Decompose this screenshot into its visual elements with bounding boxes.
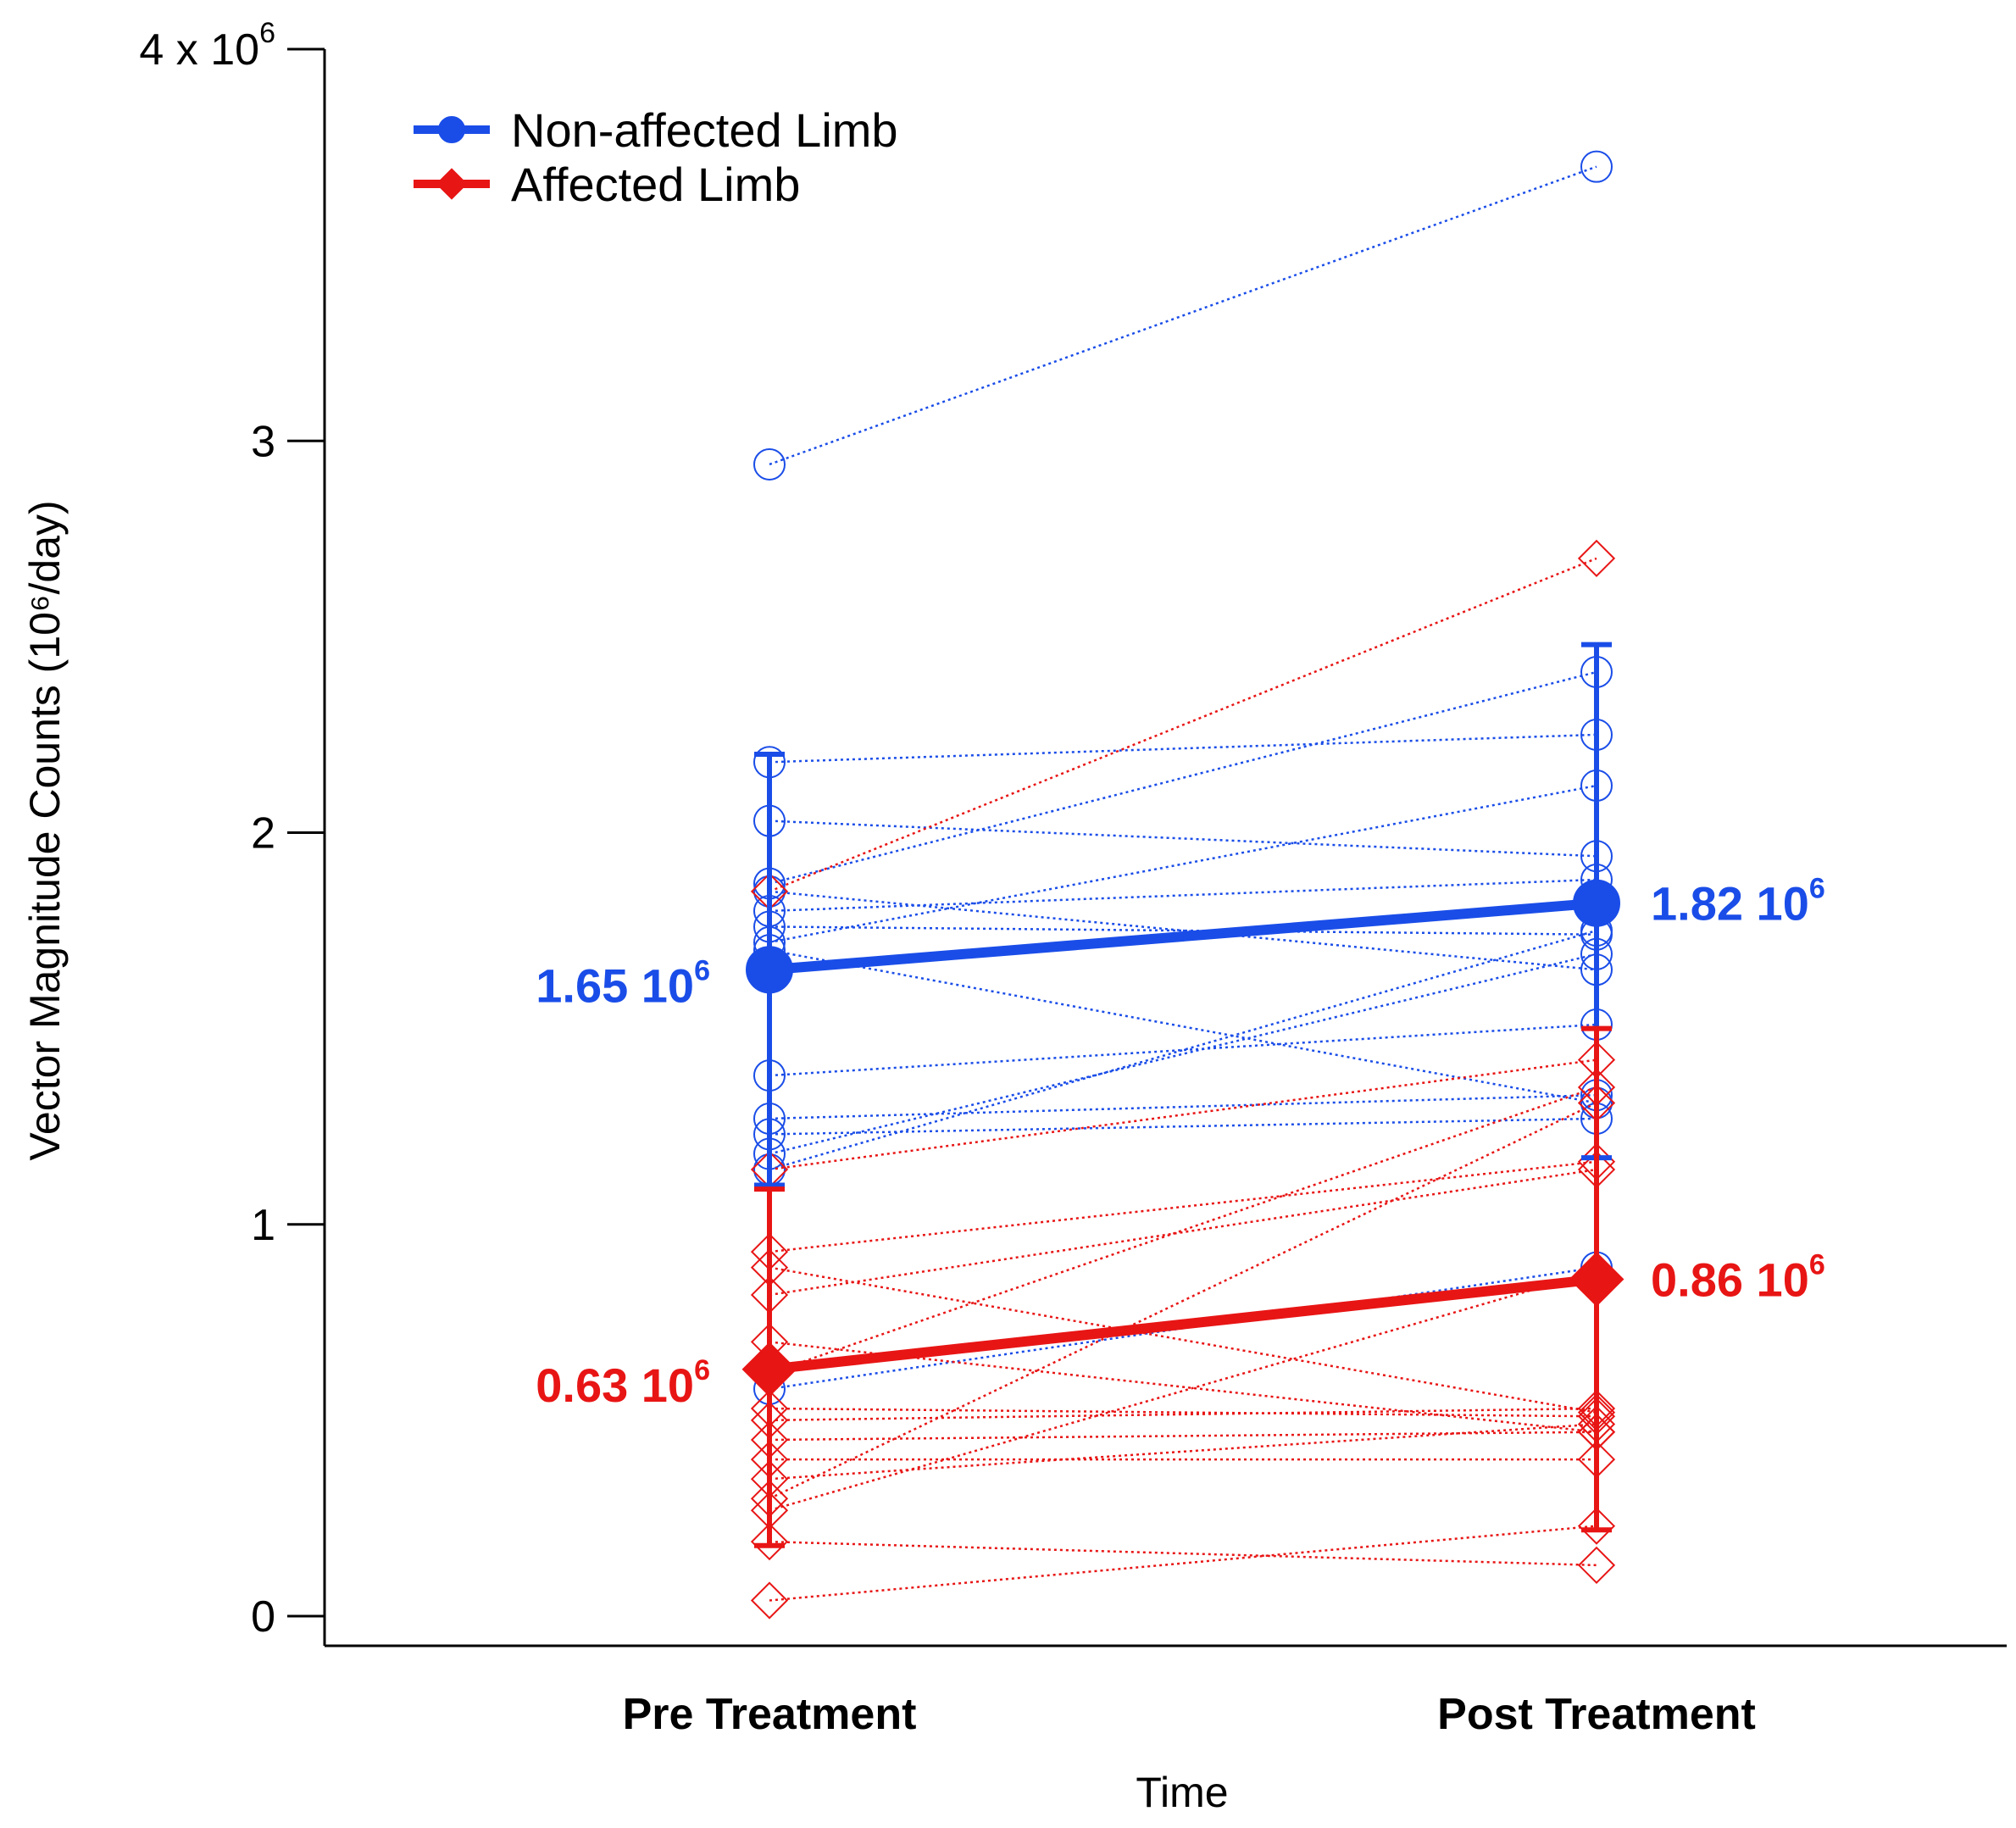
- legend-label: Affected Limb: [511, 158, 800, 211]
- individual-line: [769, 878, 1597, 913]
- individual-line: [769, 1270, 1597, 1512]
- individual-line: [769, 953, 1597, 1155]
- individual-line: [769, 165, 1597, 466]
- individual-line: [769, 929, 1597, 1171]
- mean-value-label: 0.86 106: [1651, 1248, 1825, 1306]
- legend-label: Non-affected Limb: [511, 103, 898, 157]
- individual-line: [769, 1407, 1597, 1418]
- y-ticks: 0 1 2 3 4 x 106: [139, 17, 325, 1642]
- mean-point: [1573, 879, 1620, 927]
- individual-line: [769, 948, 1597, 1104]
- y-tick-label: 4 x 106: [139, 17, 275, 75]
- individual-line: [769, 1168, 1597, 1297]
- individual-line: [769, 1407, 1597, 1422]
- individual-line: [769, 1431, 1597, 1442]
- individual-line: [769, 820, 1597, 858]
- individual-line: [769, 925, 1597, 936]
- individual-line: [769, 1086, 1597, 1375]
- individual-point: [750, 1581, 789, 1620]
- individual-line: [769, 1093, 1597, 1120]
- x-axis-title: Time: [1136, 1769, 1228, 1816]
- mean-labels: 1.65 106 1.82 106 0.63 106 0.86 106: [536, 873, 1825, 1412]
- individual-line: [769, 1423, 1597, 1481]
- individual-line: [769, 1023, 1597, 1077]
- x-tick-label: Pre Treatment: [623, 1690, 917, 1739]
- individual-line: [769, 1525, 1597, 1602]
- individual-point: [753, 447, 786, 481]
- legend-marker: [436, 168, 468, 200]
- individual-point: [1577, 1546, 1616, 1585]
- individual-line: [769, 670, 1597, 885]
- y-tick-label: 3: [251, 417, 275, 466]
- legend-marker: [438, 116, 465, 143]
- individual-point: [1577, 1507, 1616, 1545]
- individual-line: [769, 1058, 1597, 1171]
- individual-line: [769, 1540, 1597, 1567]
- x-tick-label: Post Treatment: [1437, 1690, 1756, 1739]
- individual-line: [769, 784, 1597, 944]
- individual-line: [769, 890, 1597, 971]
- individual-line: [769, 557, 1597, 892]
- mean-point: [1569, 1252, 1624, 1307]
- individual-lines-layer: [750, 150, 1616, 1620]
- individual-line: [769, 1102, 1597, 1500]
- mean-lines-layer: [741, 879, 1624, 1397]
- mean-line: [769, 897, 1597, 975]
- individual-point: [750, 1523, 789, 1561]
- y-tick-label: 1: [251, 1201, 275, 1250]
- axes: [323, 49, 2007, 1647]
- individual-line: [769, 1160, 1597, 1253]
- y-axis-title: Vector Magnitude Counts (10⁶/day): [21, 500, 69, 1160]
- individual-line: [769, 733, 1597, 764]
- individual-point: [1580, 150, 1613, 183]
- mean-point: [746, 946, 793, 994]
- mean-point: [741, 1342, 797, 1397]
- x-tick-labels: Pre Treatment Post Treatment: [623, 1690, 1756, 1739]
- mean-value-label: 1.82 106: [1651, 873, 1825, 931]
- y-tick-label: 0: [251, 1592, 275, 1642]
- individual-point: [1577, 539, 1616, 578]
- y-tick-label: 2: [251, 809, 275, 858]
- mean-value-label: 1.65 106: [536, 954, 710, 1012]
- individual-line: [769, 1117, 1597, 1136]
- mean-value-label: 0.63 106: [536, 1354, 710, 1412]
- mean-line: [769, 1274, 1597, 1375]
